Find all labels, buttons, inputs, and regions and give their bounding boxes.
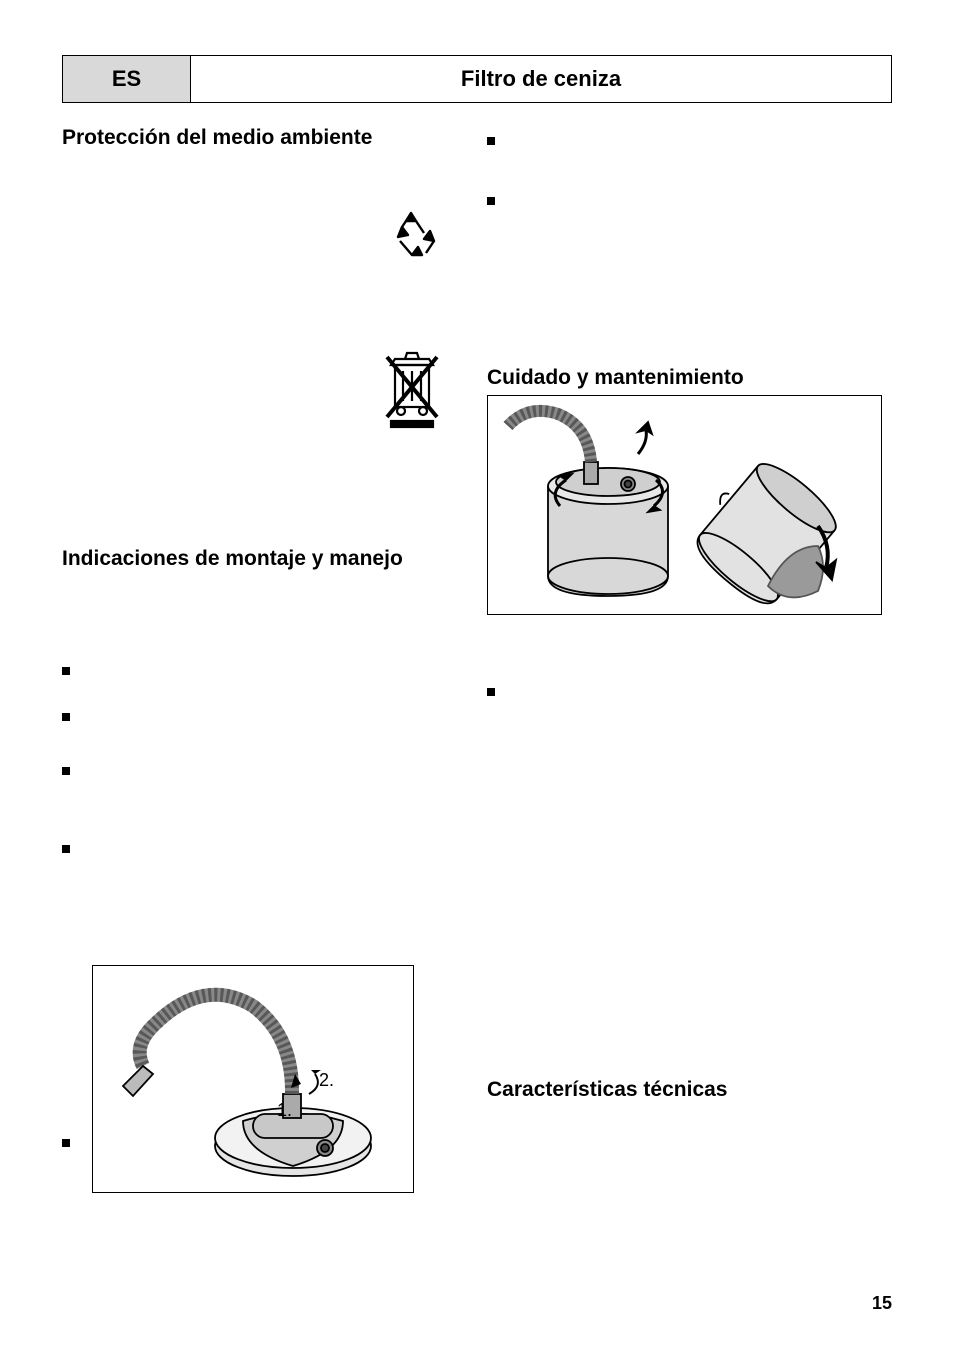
list-item: [487, 684, 892, 704]
figure-step-1: 1.: [277, 1100, 292, 1120]
list-item: [487, 193, 892, 213]
list-item: [62, 709, 467, 729]
heading-maintenance: Cuidado y mantenimiento: [487, 365, 892, 390]
left-column: Protección del medio ambiente: [62, 121, 467, 1167]
document-title: Filtro de ceniza: [190, 55, 892, 103]
heading-assembly: Indicaciones de montaje y manejo: [62, 546, 467, 571]
maintenance-bullets-2: [487, 684, 892, 704]
language-badge: ES: [62, 55, 190, 103]
assembly-bullets-2: [62, 1135, 467, 1155]
right-bullets-top: [487, 133, 892, 213]
figure-hose-assembly: 1. 2.: [92, 965, 414, 1193]
heading-environment: Protección del medio ambiente: [62, 125, 467, 150]
right-column: Cuidado y mantenimiento: [487, 121, 892, 1167]
page-number: 15: [872, 1293, 892, 1314]
weee-bin-icon: [377, 351, 447, 438]
list-item: [487, 133, 892, 153]
header-row: ES Filtro de ceniza: [62, 55, 892, 103]
assembly-bullets: [62, 663, 467, 861]
list-item: [62, 1135, 467, 1155]
heading-tech-specs: Características técnicas: [487, 1077, 728, 1102]
figure-step-2: 2.: [319, 1070, 334, 1090]
list-item: [62, 763, 467, 783]
content-columns: Protección del medio ambiente: [62, 121, 892, 1167]
recycle-icon: [392, 211, 440, 264]
list-item: [62, 663, 467, 683]
figure-emptying: [487, 395, 882, 615]
list-item: [62, 841, 467, 861]
